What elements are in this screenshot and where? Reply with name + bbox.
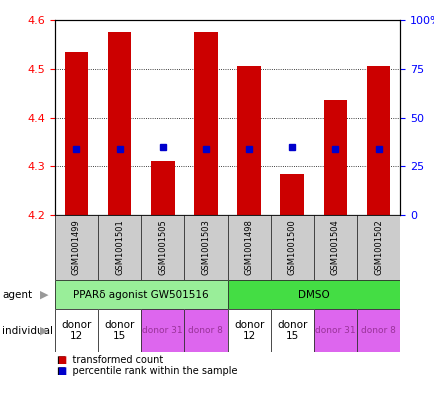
Bar <box>108 32 131 215</box>
Text: agent: agent <box>2 290 32 299</box>
Bar <box>366 66 390 215</box>
Text: GSM1001504: GSM1001504 <box>330 220 339 275</box>
Text: ■  transformed count: ■ transformed count <box>57 354 163 365</box>
Text: donor 8: donor 8 <box>360 326 395 335</box>
Text: donor 31: donor 31 <box>314 326 355 335</box>
Text: donor
15: donor 15 <box>276 320 307 341</box>
Text: donor 8: donor 8 <box>188 326 223 335</box>
Text: GSM1001500: GSM1001500 <box>287 220 296 275</box>
Text: ■  percentile rank within the sample: ■ percentile rank within the sample <box>57 366 237 376</box>
Text: donor 31: donor 31 <box>142 326 183 335</box>
Text: individual: individual <box>2 325 53 336</box>
Text: DMSO: DMSO <box>297 290 329 299</box>
Text: GSM1001499: GSM1001499 <box>72 220 81 275</box>
Text: ■: ■ <box>57 354 66 365</box>
Bar <box>280 174 303 215</box>
Text: ■: ■ <box>57 366 66 376</box>
Bar <box>151 162 174 215</box>
Text: PPARδ agonist GW501516: PPARδ agonist GW501516 <box>73 290 208 299</box>
Text: GSM1001502: GSM1001502 <box>373 220 382 275</box>
Text: GSM1001501: GSM1001501 <box>115 220 124 275</box>
Bar <box>323 101 346 215</box>
Text: GSM1001498: GSM1001498 <box>244 219 253 275</box>
Text: donor
12: donor 12 <box>61 320 92 341</box>
Text: donor
12: donor 12 <box>233 320 264 341</box>
Text: GSM1001505: GSM1001505 <box>158 220 167 275</box>
Text: donor
15: donor 15 <box>104 320 135 341</box>
Bar <box>64 52 88 215</box>
Text: ▶: ▶ <box>39 290 48 299</box>
Text: ▶: ▶ <box>39 325 48 336</box>
Bar <box>194 32 217 215</box>
Bar <box>237 66 260 215</box>
Text: GSM1001503: GSM1001503 <box>201 219 210 275</box>
